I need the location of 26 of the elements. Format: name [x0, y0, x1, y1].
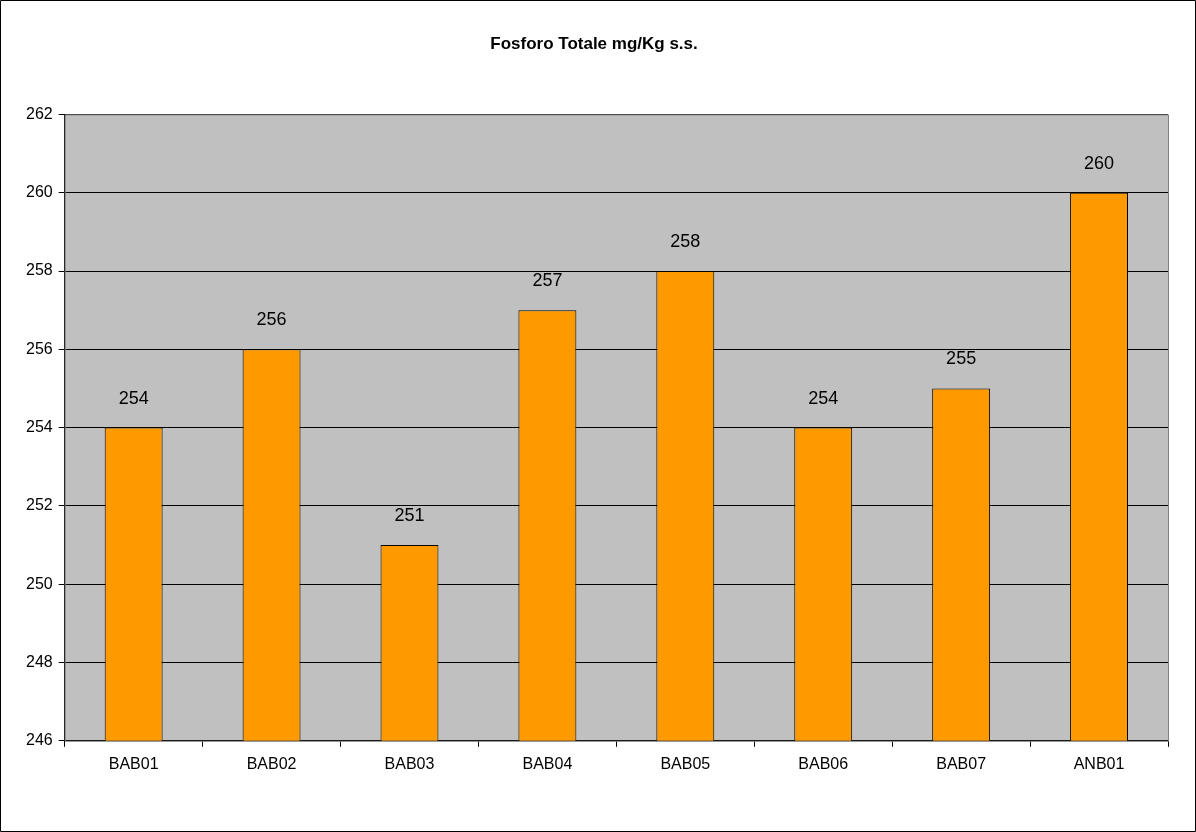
y-tick-label: 260 [25, 183, 53, 201]
y-tick-label: 246 [25, 731, 53, 749]
y-tick-label: 258 [25, 261, 53, 279]
x-tick-label: BAB05 [660, 754, 711, 772]
data-label: 256 [256, 309, 287, 330]
x-tick-label: BAB03 [384, 754, 435, 772]
x-tick-label: BAB02 [246, 754, 297, 772]
data-label: 258 [670, 230, 701, 251]
x-tick-label: BAB04 [522, 754, 573, 772]
chart-title: Fosforo Totale mg/Kg s.s. [490, 33, 698, 53]
data-label: 260 [1084, 152, 1115, 173]
y-tick-label: 248 [25, 652, 53, 670]
x-tick-label: BAB07 [936, 754, 987, 772]
y-tick-label: 256 [25, 339, 53, 357]
x-tick-label: ANB01 [1073, 754, 1125, 772]
x-tick-label: BAB01 [108, 754, 159, 772]
data-label: 254 [118, 387, 149, 408]
y-tick-label: 262 [25, 104, 53, 122]
data-label: 254 [808, 387, 839, 408]
data-label: 251 [394, 505, 425, 526]
y-tick-label: 254 [25, 418, 53, 436]
data-label: 255 [946, 348, 977, 369]
x-tick-label: BAB06 [798, 754, 849, 772]
y-tick-label: 252 [25, 496, 53, 514]
data-label: 257 [532, 270, 563, 291]
y-tick-label: 250 [25, 574, 53, 592]
